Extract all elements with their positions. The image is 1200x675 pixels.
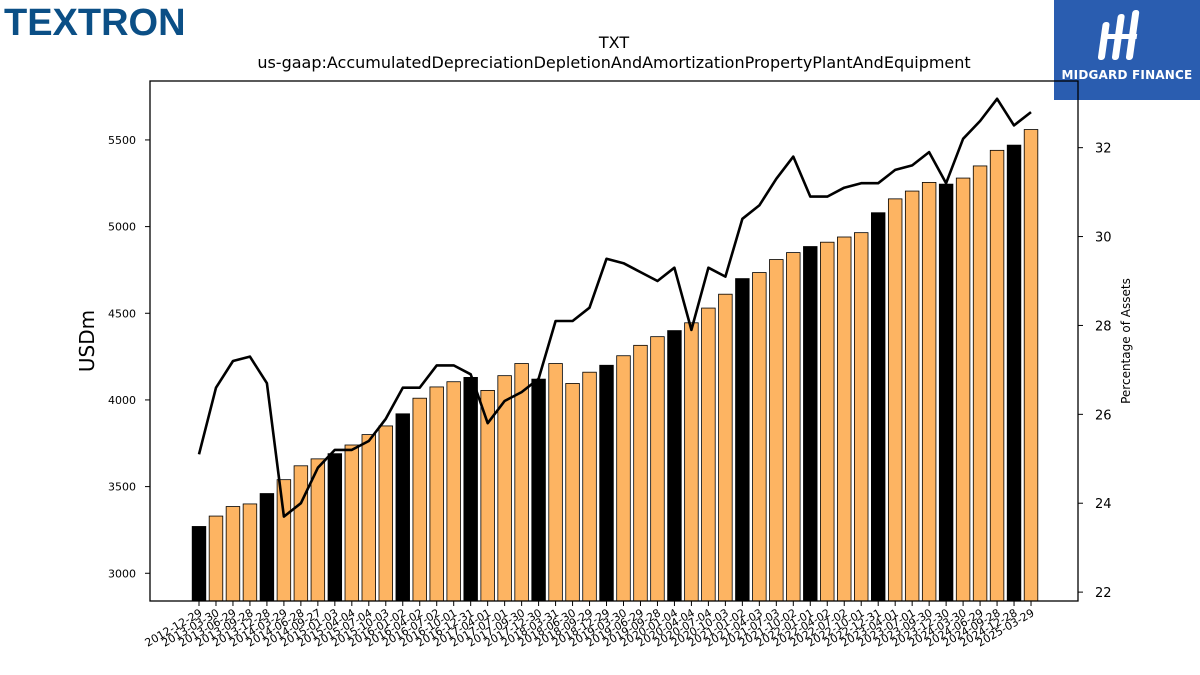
- midgard-emblem-icon: [1097, 10, 1140, 60]
- bar: [514, 363, 529, 602]
- bar: [955, 177, 971, 602]
- bar: [1006, 144, 1022, 602]
- bar: [531, 378, 546, 602]
- y-tick-label: 3000: [108, 567, 136, 580]
- bar: [276, 479, 292, 602]
- bar: [208, 515, 224, 602]
- bar: [938, 183, 954, 602]
- bar: [463, 376, 478, 602]
- bar: [259, 493, 275, 602]
- bar: [361, 434, 377, 602]
- midgard-finance-label: MIDGARD FINANCE: [1061, 68, 1193, 82]
- y-tick-label: 4500: [108, 307, 136, 320]
- bar: [921, 181, 937, 602]
- bar: [344, 444, 360, 602]
- bar: [582, 371, 597, 602]
- bar: [327, 453, 343, 602]
- bar: [191, 526, 207, 602]
- bar: [616, 355, 631, 602]
- y-tick-label: 3500: [108, 481, 136, 494]
- bar: [752, 272, 767, 602]
- y2-tick-label: 22: [1095, 586, 1112, 601]
- bar: [565, 383, 580, 602]
- bar: [904, 190, 920, 602]
- bar: [667, 330, 682, 602]
- bar: [633, 344, 648, 602]
- bar: [225, 506, 241, 602]
- bar: [887, 198, 903, 602]
- bar: [548, 363, 563, 602]
- y-tick-label: 5000: [108, 221, 136, 234]
- bar: [735, 278, 750, 602]
- textron-logo: TEXTRON: [4, 2, 186, 44]
- bar: [412, 397, 427, 602]
- y-tick-label: 5500: [108, 134, 136, 147]
- bar: [871, 212, 886, 602]
- y2-tick-label: 24: [1095, 497, 1112, 512]
- y2-tick-label: 32: [1095, 142, 1112, 157]
- bar: [989, 149, 1005, 602]
- chart-subtitle: us-gaap:AccumulatedDepreciationDepletion…: [257, 53, 970, 72]
- bar: [684, 322, 699, 602]
- plot-frame: [149, 80, 1079, 602]
- bar: [599, 364, 614, 602]
- bar: [769, 259, 784, 602]
- bar: [803, 246, 818, 602]
- y-tick-label: 4000: [108, 394, 136, 407]
- y2-tick-label: 26: [1095, 408, 1112, 423]
- bar: [378, 425, 393, 602]
- bar: [497, 375, 512, 602]
- y-axis-label: USDm: [75, 310, 99, 372]
- bar: [854, 232, 869, 602]
- chart-title: TXT: [598, 33, 629, 52]
- bar: [446, 381, 461, 602]
- bar: [395, 413, 410, 602]
- bar: [837, 236, 852, 602]
- bar: [701, 307, 716, 602]
- bar: [429, 386, 444, 602]
- bar: [242, 503, 258, 602]
- bar: [820, 241, 835, 602]
- bar: [972, 165, 988, 602]
- y2-tick-label: 28: [1095, 319, 1112, 334]
- bar: [718, 293, 733, 602]
- y2-axis-label: Percentage of Assets: [1119, 278, 1133, 404]
- bar: [650, 336, 665, 602]
- bar: [293, 465, 309, 602]
- bar: [786, 252, 801, 602]
- y2-tick-label: 30: [1095, 231, 1112, 246]
- bar: [1023, 129, 1039, 602]
- percentage-line: [197, 97, 1032, 518]
